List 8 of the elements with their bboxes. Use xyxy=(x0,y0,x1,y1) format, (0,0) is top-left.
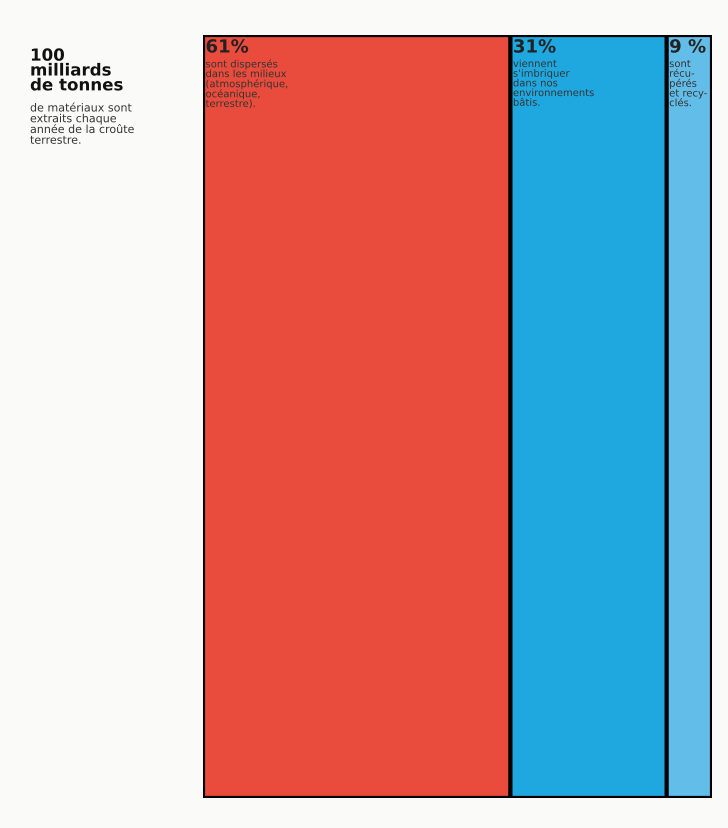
text: 100 milliards de tonnes xyxy=(30,48,123,91)
series-label: sont récu- pérés et recy- clés. xyxy=(670,60,707,106)
text: de matériaux sont extraits chaque année de la croûte terrestre. xyxy=(30,102,134,144)
series-label: viennent s'imbriquer dans nos environnements bâtis. xyxy=(513,59,594,106)
data-label: 9 % xyxy=(670,39,706,53)
data-label: 61% xyxy=(206,39,248,53)
data-label: 31% xyxy=(514,39,556,53)
series-label: sont dispersés dans les milieux (atmosphérique, océanique, terrestre). xyxy=(206,59,288,108)
